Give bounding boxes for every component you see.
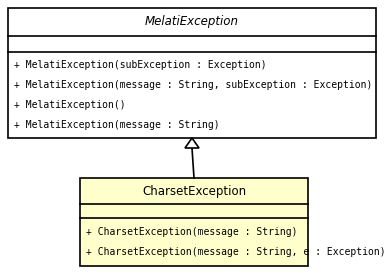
Text: + CharsetException(message : String, e : Exception): + CharsetException(message : String, e :… [86,248,385,257]
Text: CharsetException: CharsetException [142,185,246,197]
Text: + MelatiException(message : String): + MelatiException(message : String) [14,120,220,130]
Text: + MelatiException(): + MelatiException() [14,100,126,110]
Bar [80,178,308,266]
Polygon shape [185,138,199,148]
Text: + MelatiException(subException : Exception): + MelatiException(subException : Excepti… [14,60,266,70]
Text: + MelatiException(message : String, subException : Exception): + MelatiException(message : String, subE… [14,80,372,90]
Text: + CharsetException(message : String): + CharsetException(message : String) [86,227,298,236]
Text: MelatiException: MelatiException [145,15,239,29]
Bar [8,8,376,138]
